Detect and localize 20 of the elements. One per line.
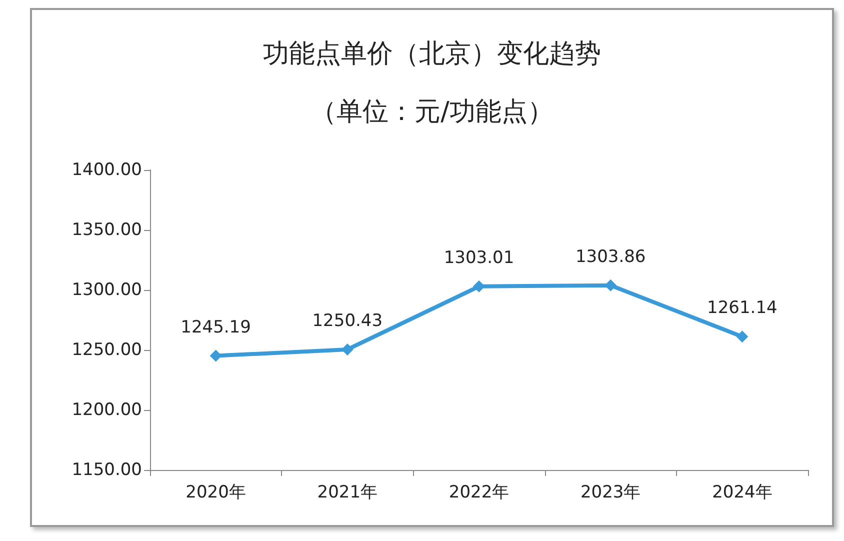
x-tick-label: 2021年: [317, 482, 378, 502]
data-label: 1245.19: [180, 317, 251, 338]
y-tick-label: 1400.00: [72, 160, 142, 180]
data-label: 1303.86: [575, 246, 646, 267]
y-tick-label: 1250.00: [72, 340, 142, 360]
chart-subtitle: （单位：元/功能点）: [310, 97, 554, 127]
y-tick-label: 1150.00: [72, 460, 142, 480]
x-tick-label: 2024年: [712, 482, 772, 502]
data-label: 1303.01: [444, 248, 514, 268]
point: [736, 330, 748, 343]
x-tick-label: 2022年: [448, 482, 510, 502]
x-tick-label: 2020年: [186, 482, 246, 502]
data-label: 1261.14: [707, 298, 778, 318]
x-tick-label: 2023年: [580, 482, 641, 502]
y-tick-label: 1300.00: [72, 280, 142, 300]
chart-title: 功能点单价（北京）变化趋势: [263, 39, 601, 69]
point: [473, 280, 485, 292]
y-tick-label: 1350.00: [72, 220, 142, 240]
y-tick-label: 1200.00: [72, 400, 142, 420]
data-label: 1250.43: [312, 310, 383, 331]
